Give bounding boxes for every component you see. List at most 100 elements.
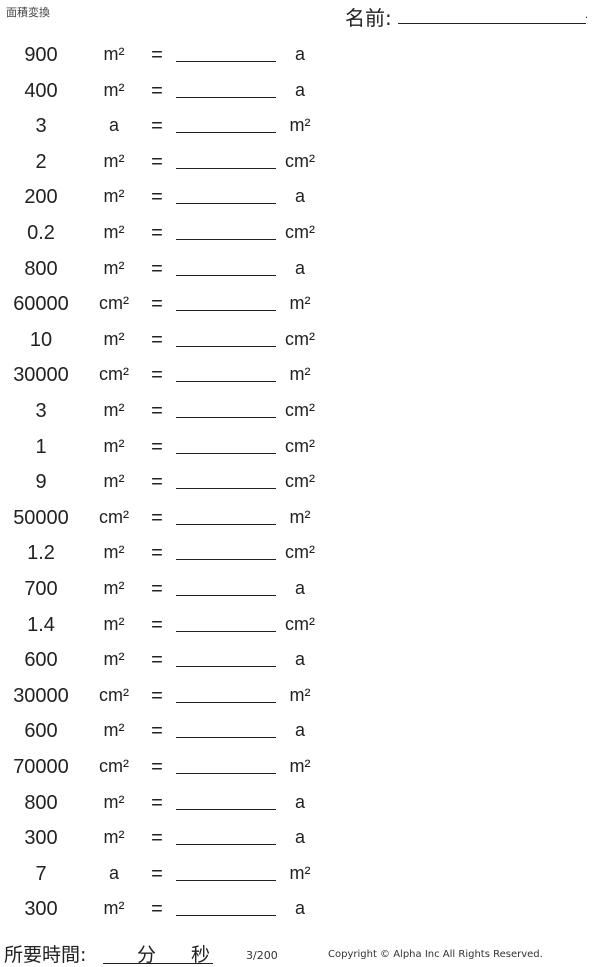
source-unit: a [108,862,119,883]
equals-sign: = [151,364,163,387]
equals-sign: = [151,578,163,600]
source-unit: m² [103,542,125,563]
problem-row: 3 a = m² [0,115,340,151]
source-unit: m² [103,827,125,848]
answer-field[interactable] [176,132,276,134]
answer-field[interactable] [176,167,276,169]
problem-row: 900 m² = a [0,44,340,80]
copyright: Copyright © Alpha Inc All Rights Reserve… [328,949,543,960]
problem-value: 30000 [13,684,69,707]
time-label: 所要時間: [4,944,87,966]
target-unit: cm² [285,328,315,349]
target-unit: cm² [285,400,315,420]
answer-field[interactable] [176,239,276,240]
answer-field[interactable] [176,417,276,418]
answer-field[interactable] [176,773,276,774]
problem-value: 1.4 [27,613,55,636]
target-unit: cm² [285,150,315,171]
answer-field[interactable] [176,488,276,490]
equals-sign: = [151,649,163,672]
answer-field[interactable] [176,737,276,739]
answer-field[interactable] [176,274,276,276]
minutes-label: 分 [137,944,157,966]
problem-row: 1 m² = cm² [0,436,340,472]
problem-value: 7 [35,862,47,885]
problem-value: 400 [24,79,58,102]
source-unit: m² [103,613,125,634]
equals-sign: = [151,720,163,743]
answer-field[interactable] [176,630,276,632]
problem-value: 600 [24,720,58,743]
equals-sign: = [151,150,163,173]
answer-field[interactable] [176,96,276,98]
target-unit: a [294,79,305,100]
problem-row: 70000 cm² = m² [0,756,340,792]
equals-sign: = [151,435,163,458]
problem-value: 800 [24,791,58,814]
answer-field[interactable] [176,559,276,561]
seconds-label: 秒 [191,944,211,966]
problem-row: 0.2 m² = cm² [0,222,340,258]
answer-field[interactable] [176,345,276,347]
target-unit: m² [289,756,311,776]
problem-value: 2 [35,150,47,173]
answer-field[interactable] [176,381,276,383]
source-unit: m² [103,328,125,349]
source-unit: m² [103,898,125,919]
problem-row: 200 m² = a [0,186,340,222]
target-unit: m² [289,364,311,385]
source-unit: m² [103,791,125,812]
answer-field[interactable] [176,666,276,668]
equals-sign: = [151,862,163,885]
problem-value: 10 [29,328,53,351]
problem-value: 800 [24,257,58,280]
source-unit: cm² [99,756,129,776]
problem-value: 1 [35,435,47,458]
equals-sign: = [151,898,163,921]
equals-sign: = [151,186,163,209]
answer-field[interactable] [176,879,276,881]
answer-field[interactable] [176,203,276,205]
answer-field[interactable] [176,452,276,454]
problem-row: 300 m² = a [0,827,340,863]
answer-field[interactable] [176,310,276,312]
equals-sign: = [151,791,163,814]
source-unit: cm² [99,364,129,385]
target-unit: cm² [285,613,315,634]
answer-field[interactable] [176,701,276,703]
source-unit: a [108,115,119,136]
page-number: 3/200 [246,949,278,962]
answer-field[interactable] [176,595,276,596]
target-unit: a [294,827,305,848]
problem-value: 200 [24,186,58,209]
problem-value: 3 [35,400,47,422]
answer-field[interactable] [176,808,276,810]
name-field[interactable] [398,23,586,24]
answer-field[interactable] [176,915,276,917]
answer-field[interactable] [176,844,276,846]
problem-value: 1.2 [27,542,55,565]
source-unit: m² [103,578,125,598]
equals-sign: = [151,79,163,102]
problem-value: 300 [24,898,58,921]
target-unit: a [294,720,305,741]
answer-field[interactable] [176,61,276,62]
target-unit: cm² [285,471,315,492]
problem-value: 30000 [13,364,69,387]
source-unit: m² [103,186,125,207]
target-unit: m² [289,115,311,136]
answer-field[interactable] [176,523,276,525]
equals-sign: = [151,506,163,529]
time-field[interactable] [103,963,213,964]
equals-sign: = [151,328,163,351]
target-unit: m² [289,293,311,314]
source-unit: cm² [99,506,129,527]
problem-row: 30000 cm² = m² [0,685,340,721]
source-unit: m² [103,150,125,171]
source-unit: m² [103,649,125,670]
equals-sign: = [151,827,163,850]
problem-row: 400 m² = a [0,80,340,116]
problem-row: 1.2 m² = cm² [0,542,340,578]
problem-row: 600 m² = a [0,720,340,756]
